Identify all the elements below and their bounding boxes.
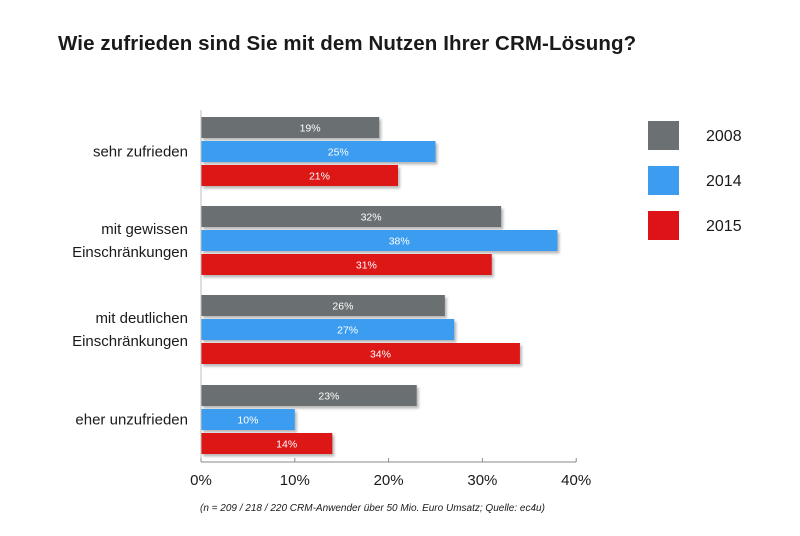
x-tick-label-0: 0%	[190, 472, 212, 489]
bar-label-2014-2: 38%	[389, 236, 410, 248]
x-tick-label-20: 20%	[374, 472, 404, 489]
bar-label-2008-1: 19%	[300, 123, 321, 135]
x-tick-label-10: 10%	[280, 472, 310, 489]
source-note: (n = 209 / 218 / 220 CRM-Anwender über 5…	[200, 503, 545, 514]
bar-2014-2	[201, 230, 558, 251]
bar-2014-4	[201, 409, 295, 430]
bar-2008-4	[201, 385, 417, 406]
legend-swatch-2014	[648, 166, 679, 195]
bar-label-2015-4: 14%	[276, 439, 297, 451]
bar-2008-3	[201, 295, 445, 316]
bar-label-2014-1: 25%	[328, 147, 349, 159]
bar-label-2014-4: 10%	[237, 415, 258, 427]
legend-swatch-2008	[648, 121, 679, 150]
category-label-1: sehr zufrieden	[93, 144, 188, 161]
bar-label-2015-1: 21%	[309, 171, 330, 183]
bar-2014-1	[201, 141, 436, 162]
legend-label-2015: 2015	[706, 218, 742, 235]
bar-2015-3	[201, 343, 520, 364]
chart-title: Wie zufrieden sind Sie mit dem Nutzen Ih…	[58, 32, 637, 55]
bar-2008-2	[201, 206, 502, 227]
x-tick-label-40: 40%	[561, 472, 591, 489]
bar-2015-1	[201, 165, 398, 186]
legend-swatch-2015	[648, 211, 679, 240]
category-label-3-line-2: Einschränkungen	[72, 333, 188, 350]
bar-label-2015-3: 34%	[370, 349, 391, 361]
category-label-2-line-2: Einschränkungen	[72, 244, 188, 261]
bar-2015-2	[201, 254, 492, 275]
category-label-2-line-1: mit gewissen	[101, 221, 188, 238]
category-label-3-line-1: mit deutlichen	[95, 310, 188, 327]
legend-label-2014: 2014	[706, 173, 742, 190]
bar-label-2008-3: 26%	[332, 301, 353, 313]
bar-label-2008-4: 23%	[318, 391, 339, 403]
bar-2008-1	[201, 117, 380, 138]
bar-2014-3	[201, 319, 455, 340]
category-label-4: eher unzufrieden	[75, 412, 188, 429]
bar-label-2008-2: 32%	[361, 212, 382, 224]
x-tick-label-30: 30%	[467, 472, 497, 489]
bar-2015-4	[201, 433, 333, 454]
bar-label-2015-2: 31%	[356, 260, 377, 272]
legend-label-2008: 2008	[706, 128, 742, 145]
bar-label-2014-3: 27%	[337, 325, 358, 337]
